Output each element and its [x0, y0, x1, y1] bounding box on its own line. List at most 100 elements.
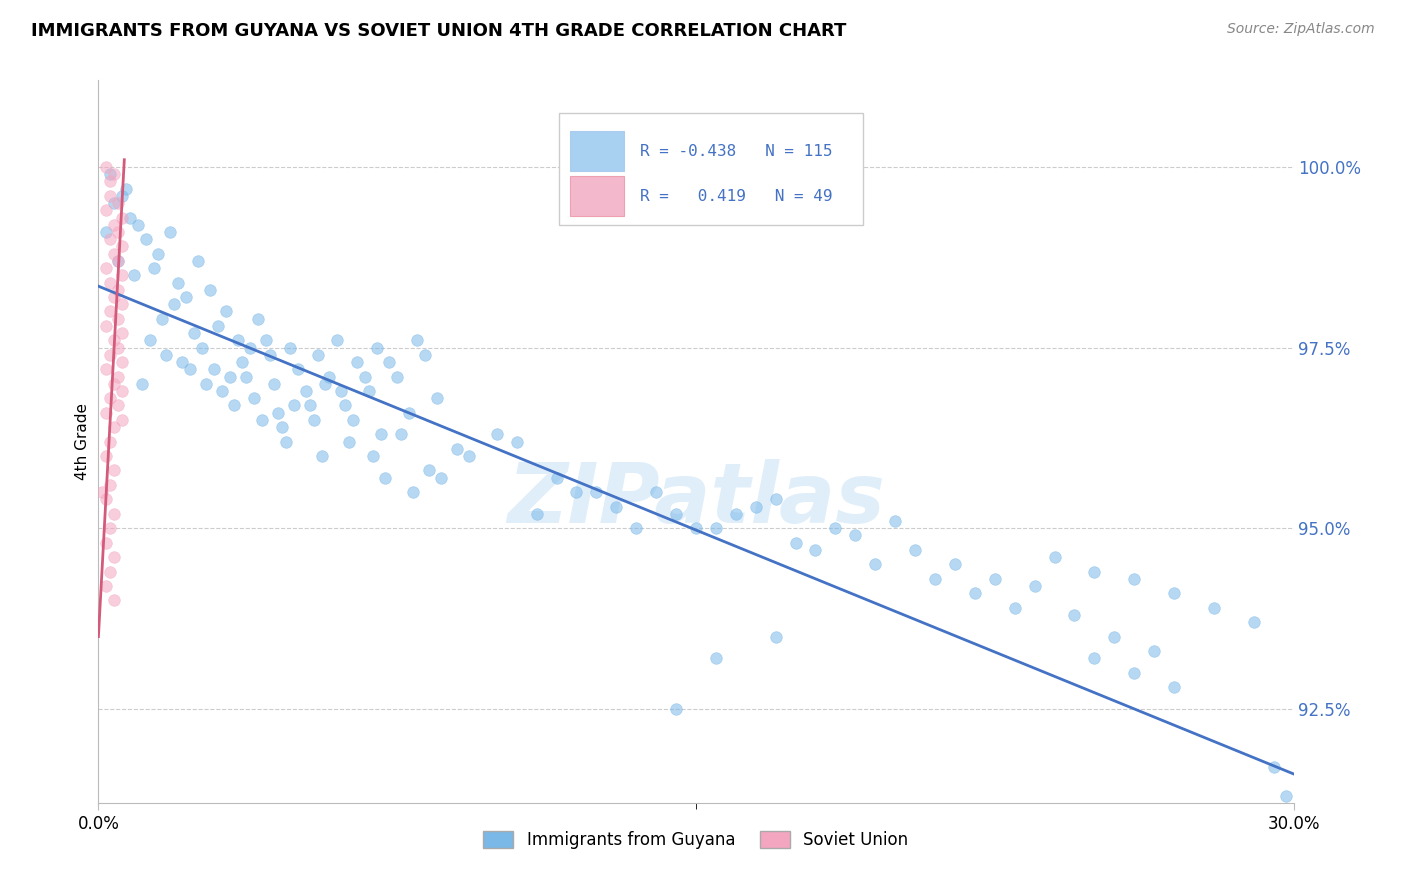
Immigrants from Guyana — [318, 369, 340, 384]
Soviet Union — [111, 326, 134, 341]
Immigrants from Guyana — [124, 268, 146, 283]
Immigrants from Guyana — [167, 276, 190, 290]
Immigrants from Guyana — [704, 521, 727, 535]
Soviet Union — [107, 225, 129, 239]
Immigrants from Guyana — [984, 572, 1007, 586]
Immigrants from Guyana — [1043, 550, 1066, 565]
Immigrants from Guyana — [370, 427, 392, 442]
Immigrants from Guyana — [398, 406, 420, 420]
Immigrants from Guyana — [389, 427, 412, 442]
Immigrants from Guyana — [366, 341, 388, 355]
Immigrants from Guyana — [704, 651, 727, 665]
Immigrants from Guyana — [943, 558, 966, 572]
Soviet Union — [96, 406, 118, 420]
Immigrants from Guyana — [127, 218, 149, 232]
Immigrants from Guyana — [294, 384, 316, 398]
Immigrants from Guyana — [385, 369, 409, 384]
Soviet Union — [98, 478, 122, 492]
Immigrants from Guyana — [274, 434, 297, 449]
Immigrants from Guyana — [287, 362, 309, 376]
Immigrants from Guyana — [207, 318, 229, 333]
Immigrants from Guyana — [458, 449, 481, 463]
Immigrants from Guyana — [111, 189, 134, 203]
Soviet Union — [98, 232, 122, 246]
Immigrants from Guyana — [183, 326, 205, 341]
Immigrants from Guyana — [231, 355, 253, 369]
Immigrants from Guyana — [187, 254, 209, 268]
Immigrants from Guyana — [378, 355, 401, 369]
Soviet Union — [103, 218, 125, 232]
Immigrants from Guyana — [844, 528, 866, 542]
Immigrants from Guyana — [824, 521, 846, 535]
Immigrants from Guyana — [506, 434, 529, 449]
Immigrants from Guyana — [235, 369, 257, 384]
Immigrants from Guyana — [96, 225, 118, 239]
Immigrants from Guyana — [865, 558, 887, 572]
Soviet Union — [96, 579, 118, 593]
Immigrants from Guyana — [1004, 600, 1026, 615]
Immigrants from Guyana — [219, 369, 242, 384]
Immigrants from Guyana — [1274, 789, 1296, 803]
Soviet Union — [103, 246, 125, 260]
Immigrants from Guyana — [246, 311, 269, 326]
Immigrants from Guyana — [222, 399, 245, 413]
Immigrants from Guyana — [250, 413, 273, 427]
Soviet Union — [111, 211, 134, 225]
Text: ZIPatlas: ZIPatlas — [508, 458, 884, 540]
Immigrants from Guyana — [278, 341, 301, 355]
Soviet Union — [103, 463, 125, 477]
Immigrants from Guyana — [1083, 651, 1105, 665]
Soviet Union — [98, 521, 122, 535]
Immigrants from Guyana — [626, 521, 648, 535]
Immigrants from Guyana — [335, 399, 357, 413]
Soviet Union — [111, 297, 134, 311]
Soviet Union — [111, 355, 134, 369]
Immigrants from Guyana — [263, 376, 285, 391]
Immigrants from Guyana — [374, 471, 396, 485]
Immigrants from Guyana — [267, 406, 290, 420]
Soviet Union — [107, 341, 129, 355]
Immigrants from Guyana — [724, 507, 747, 521]
Immigrants from Guyana — [765, 630, 787, 644]
Immigrants from Guyana — [346, 355, 368, 369]
Soviet Union — [111, 239, 134, 253]
Immigrants from Guyana — [270, 420, 292, 434]
Immigrants from Guyana — [174, 290, 197, 304]
Immigrants from Guyana — [1024, 579, 1046, 593]
Immigrants from Guyana — [363, 449, 385, 463]
Immigrants from Guyana — [131, 376, 153, 391]
Immigrants from Guyana — [330, 384, 353, 398]
Immigrants from Guyana — [226, 334, 249, 348]
Soviet Union — [98, 434, 122, 449]
Immigrants from Guyana — [785, 535, 807, 549]
Immigrants from Guyana — [191, 341, 214, 355]
Soviet Union — [98, 304, 122, 318]
Soviet Union — [103, 593, 125, 607]
Immigrants from Guyana — [307, 348, 329, 362]
Immigrants from Guyana — [406, 334, 429, 348]
Immigrants from Guyana — [1123, 665, 1146, 680]
FancyBboxPatch shape — [571, 177, 624, 216]
Soviet Union — [96, 318, 118, 333]
Immigrants from Guyana — [413, 348, 436, 362]
Immigrants from Guyana — [904, 543, 927, 558]
Immigrants from Guyana — [215, 304, 238, 318]
Immigrants from Guyana — [1143, 644, 1166, 658]
Soviet Union — [98, 276, 122, 290]
Soviet Union — [103, 550, 125, 565]
Immigrants from Guyana — [745, 500, 768, 514]
Soviet Union — [107, 254, 129, 268]
Immigrants from Guyana — [120, 211, 142, 225]
Immigrants from Guyana — [884, 514, 907, 528]
Immigrants from Guyana — [665, 507, 688, 521]
Immigrants from Guyana — [1163, 680, 1185, 694]
Immigrants from Guyana — [198, 283, 221, 297]
Immigrants from Guyana — [645, 485, 668, 500]
Immigrants from Guyana — [585, 485, 607, 500]
Immigrants from Guyana — [243, 391, 266, 405]
Immigrants from Guyana — [359, 384, 381, 398]
Soviet Union — [98, 348, 122, 362]
FancyBboxPatch shape — [571, 131, 624, 170]
Soviet Union — [107, 196, 129, 211]
Immigrants from Guyana — [924, 572, 946, 586]
